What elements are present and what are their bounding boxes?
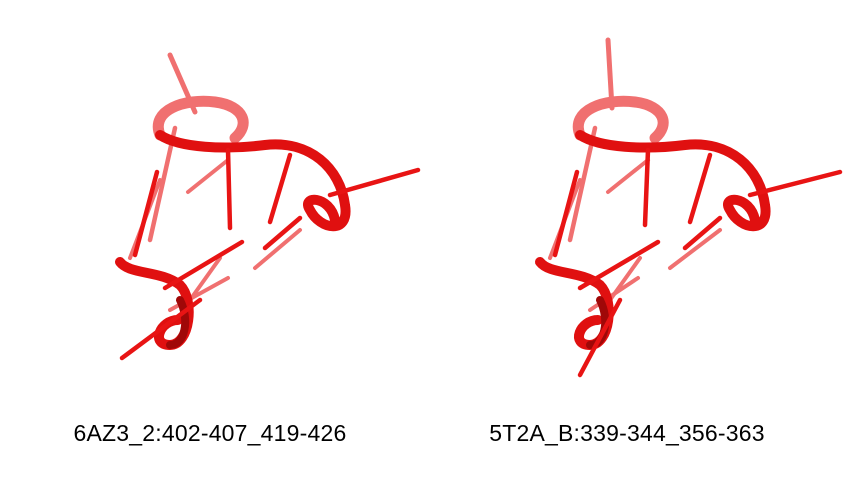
rna-structure-render-left — [115, 52, 421, 361]
backbone-main — [155, 130, 351, 232]
backbone-lower-shadow — [166, 296, 190, 349]
structure-panel-left: 6AZ3_2:402-407_419-426 — [73, 52, 421, 446]
structure-label: 5T2A_B:339-344_356-363 — [489, 420, 765, 446]
backbone-main — [575, 130, 771, 232]
structure-panel-right: 5T2A_B:339-344_356-363 — [430, 0, 860, 480]
base-sticks-front — [119, 147, 421, 361]
structure-label: 6AZ3_2:402-407_419-426 — [73, 420, 347, 446]
backbone-top-loop — [152, 95, 249, 144]
base-sticks-front — [552, 147, 843, 378]
rna-structure-render-right — [535, 37, 843, 378]
backbone-top-loop — [572, 95, 669, 144]
